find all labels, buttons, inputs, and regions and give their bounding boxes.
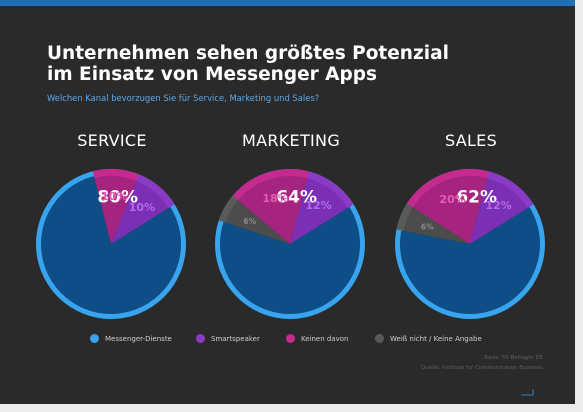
pie-ring-arc-marketing-smartspeaker [307, 171, 354, 209]
legend-item-messenger: Messenger-Dienste [90, 334, 172, 343]
pie-slice-service-keinen [94, 174, 138, 244]
pie-label-sales-keinen: 20% [439, 193, 465, 206]
pie-label-marketing-weiss-nicht: 6% [243, 217, 256, 226]
pie-ring-arc-marketing-weiss-nicht [218, 195, 238, 223]
pie-slice-marketing-smartspeaker [290, 176, 350, 244]
pie-label-sales-smartspeaker: 12% [485, 199, 511, 212]
legend-item-keinen: Keinen davon [286, 334, 349, 343]
legend-swatch-messenger [90, 334, 99, 343]
chart-title-sales: SALES [444, 131, 498, 150]
pie-marketing: 64% 6% 18% 12% [215, 169, 365, 319]
legend-swatch-keinen [286, 334, 295, 343]
legend-swatch-smartspeaker [196, 334, 205, 343]
pie-charts: 80%10%10%64%6%18%12% 62%6%20% 12% [36, 169, 545, 319]
legend: Messenger-Dienste Smartspeaker Keinen da… [0, 334, 575, 348]
pie-label-service-messenger: 80% [97, 187, 138, 207]
pie-label-service-smartspeaker: 10% [129, 201, 155, 214]
legend-item-weiss-nicht: Weiß nicht / Keine Angabe [375, 334, 482, 343]
title-line-1: Unternehmen sehen größtes Potenzial [47, 43, 449, 64]
pie-slice-service-messenger [40, 176, 181, 315]
pie-slice-sales-weiss-nicht [401, 206, 470, 244]
pie-label-service-keinen: 10% [101, 190, 127, 203]
chart-title-marketing: MARKETING [241, 131, 341, 150]
pie-slice-sales-keinen [411, 173, 488, 244]
source-line-2: Quelle: Institute for Communication Busi… [420, 365, 543, 371]
pie-label-marketing-smartspeaker: 12% [305, 199, 331, 212]
pie-label-marketing-keinen: 18% [262, 192, 288, 205]
pie-ring-arc-sales-keinen [406, 169, 490, 208]
infographic-card: Unternehmen sehen größtes Potenzial im E… [0, 0, 575, 404]
title-line-2: im Einsatz von Messenger Apps [47, 64, 378, 85]
chart-title-service: SERVICE [77, 131, 147, 150]
pie-ring-arc-service-smartspeaker [136, 174, 175, 209]
legend-swatch-weiss-nicht [375, 334, 384, 343]
legend-item-smartspeaker: Smartspeaker [196, 334, 260, 343]
legend-label-keinen: Keinen davon [301, 334, 349, 343]
pie-ring-arc-marketing-keinen [232, 169, 310, 201]
pie-ring-arc-sales-smartspeaker [487, 171, 534, 209]
pie-label-marketing-messenger: 64% [276, 187, 317, 207]
page-title: Unternehmen sehen größtes Potenzial im E… [47, 43, 547, 85]
corner-mark-icon [521, 389, 534, 396]
pie-ring-arc-service-keinen [92, 169, 140, 181]
pie-slice-marketing-weiss-nicht [223, 199, 290, 244]
pie-slice-marketing-messenger [219, 206, 360, 315]
top-accent-bar [0, 0, 575, 6]
legend-label-smartspeaker: Smartspeaker [211, 334, 260, 343]
page-subtitle: Welchen Kanal bevorzugen Sie für Service… [47, 93, 320, 103]
source-note: Basis: 50 Befragte DE Quelle: Institute … [421, 353, 543, 373]
pie-sales: 62% 6% 20% 12% [395, 169, 545, 319]
legend-label-messenger: Messenger-Dienste [105, 334, 172, 343]
pie-ring-arc-sales-weiss-nicht [396, 203, 413, 231]
pie-slice-sales-smartspeaker [470, 176, 530, 244]
pie-slice-service-smartspeaker [111, 179, 171, 244]
pie-label-sales-weiss-nicht: 6% [421, 222, 434, 231]
pie-label-sales-messenger: 62% [456, 187, 497, 207]
source-line-1: Basis: 50 Befragte DE [484, 355, 543, 361]
pie-slice-sales-messenger [399, 206, 540, 315]
legend-label-weiss-nicht: Weiß nicht / Keine Angabe [390, 334, 482, 343]
pie-service: 80%10%10% [36, 169, 186, 319]
pie-slice-marketing-keinen [236, 173, 308, 244]
